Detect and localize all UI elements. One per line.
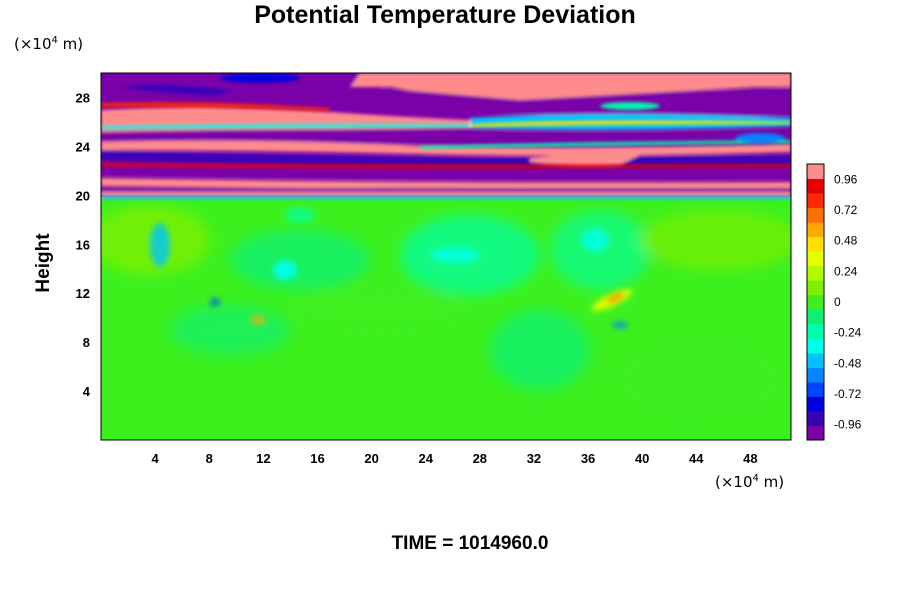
colorbar-swatch <box>807 280 824 296</box>
x-tick-label: 28 <box>473 451 487 466</box>
colorbar-swatch <box>807 338 824 354</box>
colorbar-swatch <box>807 178 824 194</box>
time-label: TIME = 1014960.0 <box>392 533 549 554</box>
y-tick-label: 20 <box>76 188 90 203</box>
x-tick-label: 44 <box>689 451 704 466</box>
heatmap-field <box>101 73 791 440</box>
x-tick-label: 8 <box>206 451 213 466</box>
y-axis-label: Height <box>33 233 54 293</box>
colorbar-swatch <box>807 251 824 267</box>
x-axis-ticks: 4 8 12 16 20 24 28 32 36 40 44 48 <box>152 451 758 466</box>
colorbar-tick-label: -0.96 <box>834 418 862 432</box>
x-tick-label: 48 <box>743 451 757 466</box>
colorbar-swatch <box>807 236 824 252</box>
x-tick-label: 40 <box>635 451 649 466</box>
x-tick-label: 20 <box>364 451 378 466</box>
y-axis-unit: (×104 m) <box>14 35 83 53</box>
colorbar-swatch <box>807 193 824 209</box>
colorbar-swatch <box>807 309 824 325</box>
chart-title: Potential Temperature Deviation <box>254 1 636 29</box>
y-axis-ticks: 4 8 12 16 20 24 28 <box>76 90 91 399</box>
x-tick-label: 4 <box>152 451 160 466</box>
colorbar-ticks: 0.96 0.72 0.48 0.24 0 -0.24 -0.48 -0.72 -0.96 <box>834 172 862 431</box>
colorbar-tick-label: 0 <box>834 295 841 309</box>
x-axis-unit: (×104 m) <box>715 473 784 491</box>
colorbar-swatch <box>807 367 824 383</box>
plot-frame <box>100 72 792 441</box>
colorbar-tick-label: -0.24 <box>834 326 862 340</box>
colorbar-swatch <box>807 207 824 223</box>
colorbar-tick-label: 0.72 <box>834 203 858 217</box>
y-tick-label: 16 <box>76 237 90 252</box>
y-tick-label: 4 <box>83 384 91 399</box>
colorbar-swatch <box>807 265 824 281</box>
colorbar-tick-label: 0.24 <box>834 264 858 278</box>
colorbar-tick-label: -0.48 <box>834 356 862 370</box>
colorbar-swatch <box>807 396 824 412</box>
x-tick-label: 16 <box>310 451 324 466</box>
y-tick-label: 8 <box>83 335 90 350</box>
colorbar-swatch <box>807 164 824 180</box>
colorbar <box>806 163 825 441</box>
colorbar-swatch <box>807 410 824 426</box>
colorbar-tick-label: 0.96 <box>834 172 858 186</box>
colorbar-swatch <box>807 294 824 310</box>
colorbar-swatch <box>807 381 824 397</box>
colorbar-swatch <box>807 425 824 441</box>
x-tick-label: 12 <box>256 451 270 466</box>
colorbar-frame <box>806 163 825 441</box>
colorbar-swatch <box>807 222 824 238</box>
y-tick-label: 24 <box>76 139 91 154</box>
y-tick-label: 12 <box>76 286 90 301</box>
x-tick-label: 24 <box>418 451 433 466</box>
colorbar-swatch <box>807 323 824 339</box>
x-tick-label: 32 <box>527 451 541 466</box>
colorbar-tick-label: -0.72 <box>834 387 862 401</box>
x-tick-label: 36 <box>581 451 595 466</box>
y-tick-label: 28 <box>76 90 90 105</box>
colorbar-swatch <box>807 352 824 368</box>
colorbar-tick-label: 0.48 <box>834 234 858 248</box>
